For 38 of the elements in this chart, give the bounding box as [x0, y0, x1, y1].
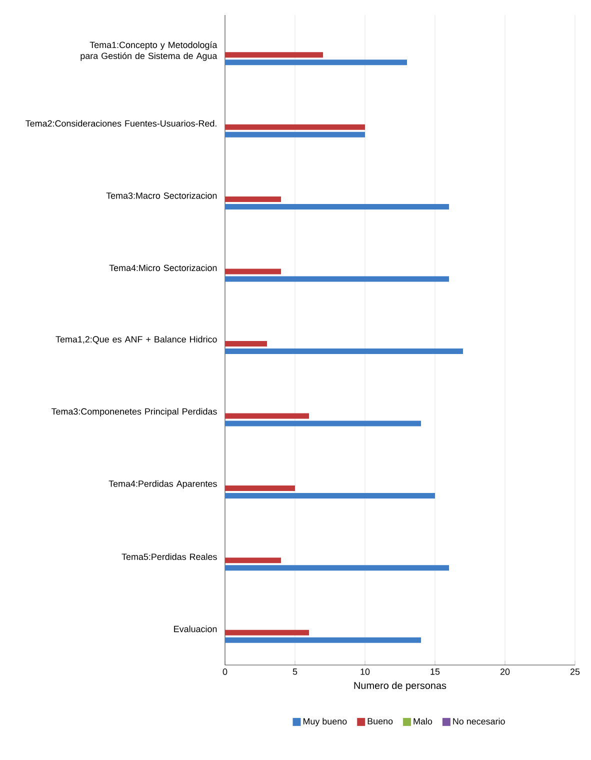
- x-tick-label: 25: [570, 668, 580, 675]
- bar: [225, 60, 407, 66]
- x-tick-label: 5: [292, 668, 298, 675]
- x-tick-label: 15: [430, 668, 440, 675]
- bar: [225, 196, 281, 202]
- bar: [225, 124, 365, 130]
- bar: [225, 204, 449, 210]
- x-axis-title: Numero de personas: [354, 682, 446, 691]
- bar: [225, 637, 421, 643]
- legend-label: Muy bueno: [303, 718, 347, 726]
- bar: [225, 565, 449, 571]
- bar: [225, 558, 281, 564]
- legend-label: No necesario: [453, 718, 505, 725]
- legend-label: Malo: [414, 718, 432, 725]
- bar: [225, 52, 323, 58]
- y-tick-label: Tema1,2:Que es ANF + Balance Hidrico: [56, 336, 217, 344]
- bar: [225, 485, 295, 491]
- y-tick-label: Tema2:Consideraciones Fuentes-Usuarios-Red.: [26, 120, 216, 127]
- bar: [225, 132, 365, 138]
- y-tick-label: Tema5:Perdidas Reales: [122, 553, 217, 560]
- x-tick-label: 20: [500, 668, 510, 675]
- legend-label: Bueno: [368, 718, 393, 724]
- bar: [225, 492, 435, 498]
- y-tick-label: Tema1:Concepto y Metodología para Gestión de Sistema de Agua: [80, 41, 218, 61]
- bar: [225, 413, 309, 419]
- y-tick-label: Tema3:Macro Sectorizacion: [106, 192, 217, 199]
- bar: [225, 420, 421, 426]
- bar: [225, 341, 267, 346]
- x-tick-label: 10: [360, 668, 370, 675]
- y-tick-label: Tema3:Componenetes Principal Perdidas: [51, 408, 217, 416]
- bar: [225, 348, 463, 354]
- y-tick-label: Evaluacion: [174, 626, 217, 632]
- bar: [225, 268, 281, 274]
- bar: [225, 276, 449, 282]
- y-tick-label: Tema4:Perdidas Aparentes: [108, 480, 217, 489]
- bar: [225, 630, 309, 636]
- x-tick-label: 0: [222, 668, 228, 675]
- y-tick-label: Tema4:Micro Sectorizacion: [109, 264, 217, 272]
